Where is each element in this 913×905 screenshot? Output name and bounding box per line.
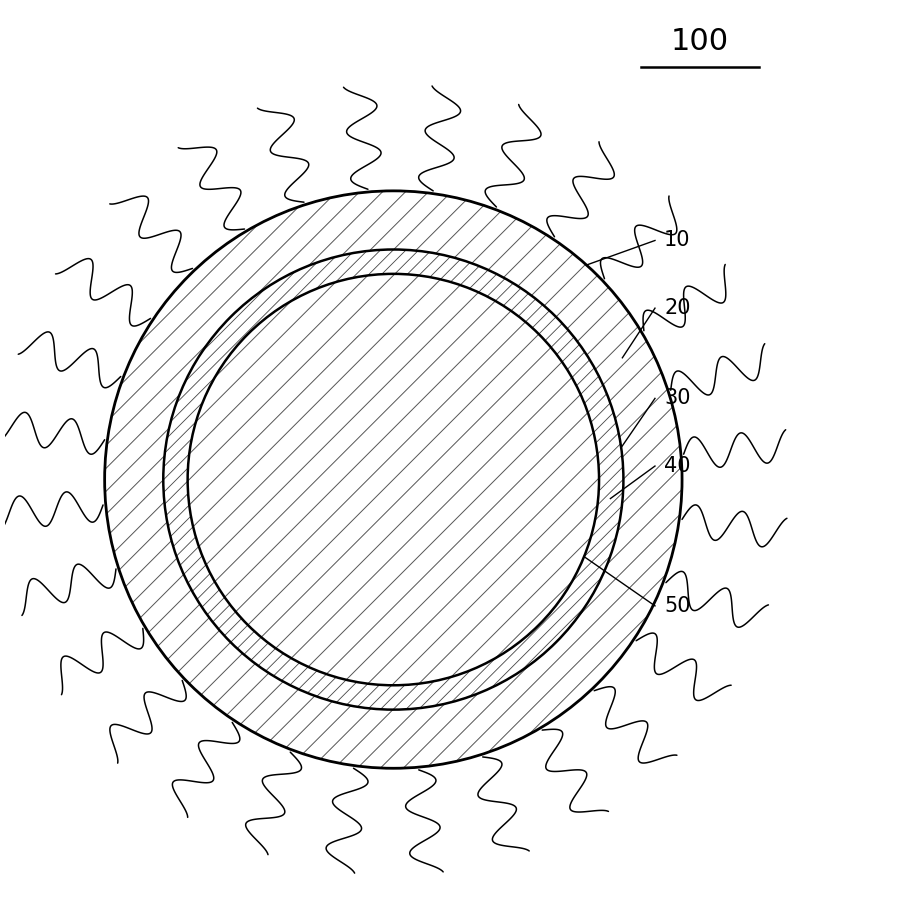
Text: 100: 100 xyxy=(671,27,729,56)
Circle shape xyxy=(188,274,599,685)
Text: 50: 50 xyxy=(664,595,690,616)
Circle shape xyxy=(163,250,624,710)
Circle shape xyxy=(163,250,624,710)
Circle shape xyxy=(188,274,599,685)
Text: 10: 10 xyxy=(664,231,690,251)
Circle shape xyxy=(105,191,682,768)
Text: 20: 20 xyxy=(664,298,690,319)
Text: 30: 30 xyxy=(664,388,690,408)
Text: 40: 40 xyxy=(664,456,690,476)
